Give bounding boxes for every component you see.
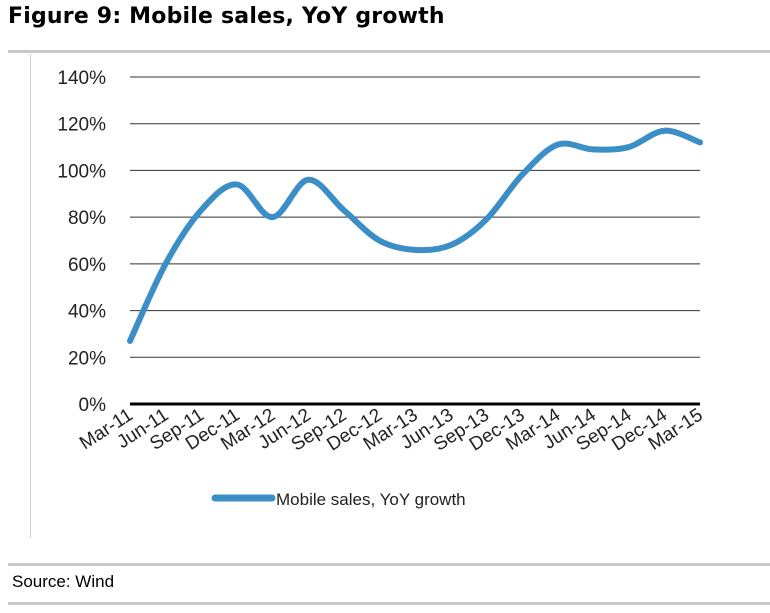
source-top-divider [8,563,770,566]
bottom-divider [8,602,770,605]
y-tick-label: 120% [57,115,106,136]
y-tick-label: 100% [57,161,106,182]
y-tick-label: 20% [68,348,106,369]
legend-label: Mobile sales, YoY growth [276,490,466,509]
y-tick-label: 80% [68,208,106,229]
chart-left-border [30,54,31,538]
y-tick-label: 0% [79,395,107,416]
y-tick-label: 40% [68,302,106,323]
figure-title: Figure 9: Mobile sales, YoY growth [8,4,445,29]
top-divider [8,50,770,53]
series-line-mobile-sales [127,127,703,344]
y-tick-label: 140% [57,68,106,89]
source-note: Source: Wind [12,572,115,591]
y-tick-label: 60% [68,255,106,276]
